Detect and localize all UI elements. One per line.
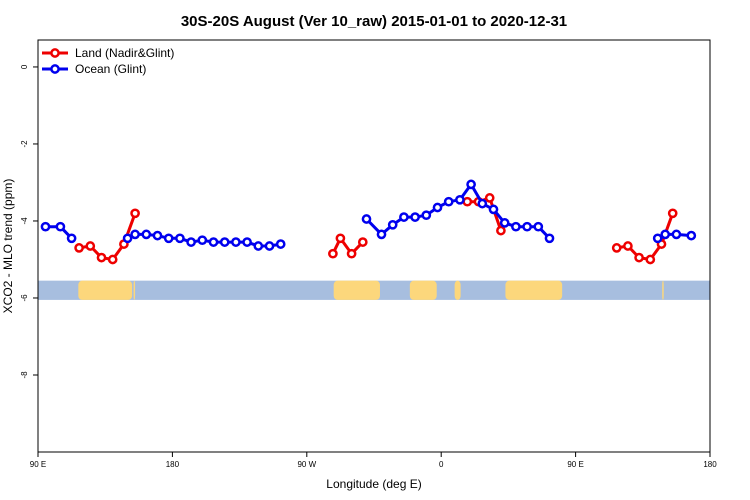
ocean-point-2-13 xyxy=(511,221,521,232)
ocean-point-2-5 xyxy=(421,210,432,221)
plot-frame xyxy=(37,39,711,453)
ocean-point-1-6 xyxy=(186,237,196,247)
landmask-band xyxy=(38,280,710,300)
x-axis: 90 E 180 90 W 0 90 E 180 xyxy=(30,452,717,469)
x-axis-label: Longitude (deg E) xyxy=(326,477,421,491)
ocean-point-1-10 xyxy=(231,237,241,247)
ocean-point-0-2 xyxy=(66,233,77,244)
ocean-point-1-5 xyxy=(175,233,185,244)
land-point-3-3 xyxy=(645,254,656,265)
ocean-point-3-3 xyxy=(686,230,697,241)
land-segment-1 xyxy=(133,280,136,300)
land-point-3-1 xyxy=(623,241,633,251)
land-point-2-0 xyxy=(462,196,473,207)
legend: Land (Nadir&Glint) Ocean (Glint) xyxy=(42,46,174,76)
ocean-line-2 xyxy=(365,182,551,240)
ocean-point-1-0 xyxy=(122,233,133,244)
y-axis: 0 -2 -4 -6 -8 xyxy=(20,64,38,379)
ocean-point-1-4 xyxy=(163,233,174,244)
chart-title: 30S-20S August (Ver 10_raw) 2015-01-01 t… xyxy=(181,13,567,30)
ocean-point-2-8 xyxy=(455,194,465,205)
ocean-point-3-1 xyxy=(660,229,671,240)
land-segment-0 xyxy=(78,280,133,300)
ocean-point-1-7 xyxy=(197,235,208,246)
ocean-point-2-9 xyxy=(466,179,476,190)
land-point-2-3 xyxy=(496,225,506,236)
y-tick-label-1: -2 xyxy=(20,140,29,148)
ocean-point-0-0 xyxy=(40,221,51,232)
land-point-0-0 xyxy=(74,243,84,253)
ocean-point-2-3 xyxy=(399,212,409,222)
y-tick-label-0: 0 xyxy=(20,64,29,69)
land-point-3-2 xyxy=(634,252,644,263)
ocean-point-2-11 xyxy=(488,204,499,215)
y-axis-label: XCO2 - MLO trend (ppm) xyxy=(1,179,15,314)
land-point-1-2 xyxy=(346,248,357,259)
ocean-point-3-2 xyxy=(671,229,682,240)
land-point-0-2 xyxy=(96,252,107,263)
x-tick-label-2: 90 W xyxy=(297,460,316,469)
land-segment-5 xyxy=(505,280,563,300)
legend-land-marker xyxy=(50,48,60,58)
land-point-1-0 xyxy=(328,248,338,259)
y-tick-label-2: -4 xyxy=(20,217,29,225)
land-segment-2 xyxy=(333,280,380,300)
ocean-point-1-3 xyxy=(152,230,163,241)
land-point-1-1 xyxy=(335,233,346,244)
y-tick-label-4: -8 xyxy=(20,371,29,379)
x-tick-label-1: 180 xyxy=(166,460,180,469)
ocean-point-0-1 xyxy=(55,221,66,232)
land-point-3-5 xyxy=(667,208,678,219)
legend-ocean-label: Ocean (Glint) xyxy=(75,62,146,76)
land-line-1 xyxy=(331,236,364,256)
ocean-point-1-1 xyxy=(130,229,140,240)
land-point-0-3 xyxy=(107,254,118,265)
land-point-2-2 xyxy=(484,193,495,203)
legend-ocean-marker xyxy=(50,64,60,74)
series-layer xyxy=(40,179,697,265)
ocean-point-2-16 xyxy=(544,233,555,244)
ocean-point-1-14 xyxy=(275,239,286,249)
land-point-3-0 xyxy=(611,243,622,253)
ocean-point-2-4 xyxy=(410,212,420,222)
x-tick-label-3: 0 xyxy=(439,460,444,469)
ocean-point-2-2 xyxy=(387,219,398,230)
ocean-point-1-13 xyxy=(264,241,275,251)
ocean-point-1-2 xyxy=(141,229,152,240)
ocean-point-2-7 xyxy=(443,196,454,207)
ocean-point-1-12 xyxy=(253,241,264,251)
ocean-point-2-12 xyxy=(499,218,510,228)
y-tick-label-3: -6 xyxy=(20,294,29,302)
land-point-0-5 xyxy=(130,208,140,219)
ocean-point-2-15 xyxy=(533,221,544,232)
ocean-point-1-8 xyxy=(208,237,219,247)
land-segment-3 xyxy=(409,280,437,300)
ocean-point-1-11 xyxy=(242,237,252,247)
ocean-point-2-14 xyxy=(522,221,532,232)
ocean-point-1-9 xyxy=(219,237,230,247)
legend-land-label: Land (Nadir&Glint) xyxy=(75,46,174,60)
ocean-series xyxy=(40,179,697,251)
ocean-point-2-0 xyxy=(361,214,372,224)
ocean-point-3-0 xyxy=(652,233,663,244)
ocean-point-2-10 xyxy=(477,198,488,209)
x-tick-label-0: 90 E xyxy=(30,460,46,469)
land-point-1-3 xyxy=(357,237,368,247)
land-point-0-1 xyxy=(85,241,96,251)
x-tick-label-5: 180 xyxy=(703,460,717,469)
x-tick-label-4: 90 E xyxy=(567,460,583,469)
land-segment-6 xyxy=(662,280,664,300)
ocean-point-2-6 xyxy=(432,202,443,213)
ocean-point-2-1 xyxy=(376,229,387,240)
land-segment-4 xyxy=(454,280,461,300)
